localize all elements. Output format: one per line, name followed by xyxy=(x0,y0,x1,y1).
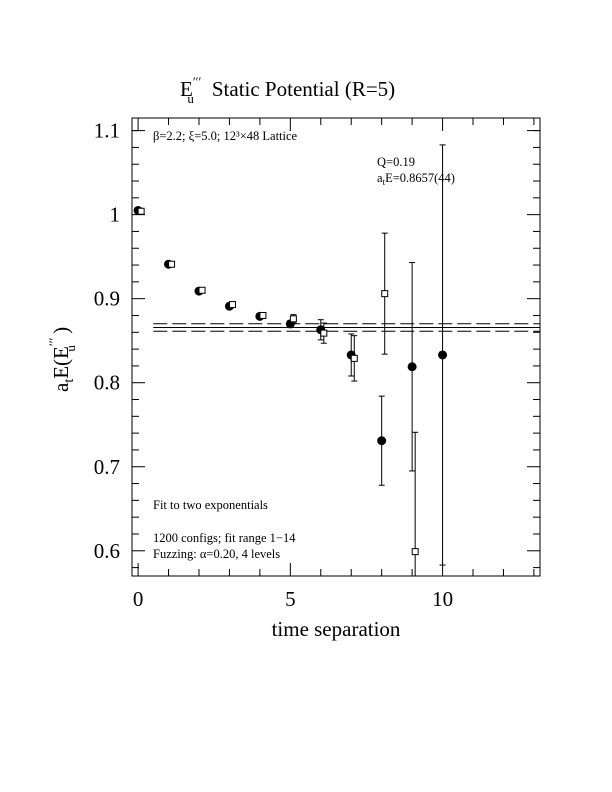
annotation: β=2.2; ξ=5.0; 12³×48 Lattice xyxy=(153,129,298,143)
point xyxy=(259,311,267,319)
x-tick-label: 0 xyxy=(133,587,144,611)
point xyxy=(289,315,297,323)
point xyxy=(438,350,448,360)
point xyxy=(407,362,417,372)
point xyxy=(228,301,236,309)
annotation: 1200 configs; fit range 1−14 xyxy=(153,531,296,545)
y-axis-label: atE(E′′′u ) xyxy=(46,327,78,392)
ylabel-prefix-sub: t xyxy=(62,379,77,383)
y-tick-label: 0.8 xyxy=(94,371,120,395)
x-axis-label: time separation xyxy=(272,617,401,641)
title-subscript: u xyxy=(187,91,194,106)
ylabel-superscript: ′′′ xyxy=(46,337,61,346)
point xyxy=(168,260,176,268)
annotation: atE=0.8657(44) xyxy=(377,171,455,187)
energy-text: E=0.8657(44) xyxy=(385,171,455,185)
y-tick-label: 0.7 xyxy=(94,455,120,479)
ylabel-suffix: ) xyxy=(49,327,73,339)
title-superscript: ′′′ xyxy=(193,74,202,89)
annotation: Fit to two exponentials xyxy=(153,498,268,512)
title-symbol: E xyxy=(180,77,193,101)
x-tick-label: 5 xyxy=(285,587,296,611)
point xyxy=(198,286,206,294)
plot-area xyxy=(133,144,540,576)
point xyxy=(320,329,328,337)
ylabel-mid: E(E xyxy=(49,346,73,379)
annotation: Fuzzing: α=0.20, 4 levels xyxy=(153,547,280,561)
point xyxy=(377,436,387,446)
energy-sub: t xyxy=(383,177,386,187)
point xyxy=(137,207,145,215)
title-text: Static Potential (R=5) xyxy=(212,77,395,101)
point xyxy=(411,548,419,556)
ylabel-prefix: a xyxy=(49,382,73,392)
annotation: Q=0.19 xyxy=(377,155,415,169)
point xyxy=(350,354,358,362)
y-tick-label: 0.9 xyxy=(94,287,120,311)
y-tick-label: 1 xyxy=(110,203,121,227)
point xyxy=(381,290,389,298)
ylabel-subscript: u xyxy=(63,345,78,352)
x-tick-label: 10 xyxy=(432,587,453,611)
plot-frame xyxy=(131,117,541,577)
y-tick-label: 0.6 xyxy=(94,539,120,563)
chart-title: E′′′ u Static Potential (R=5) xyxy=(180,74,395,106)
y-tick-label: 1.1 xyxy=(94,119,120,143)
energy-prefix: a xyxy=(377,171,383,185)
